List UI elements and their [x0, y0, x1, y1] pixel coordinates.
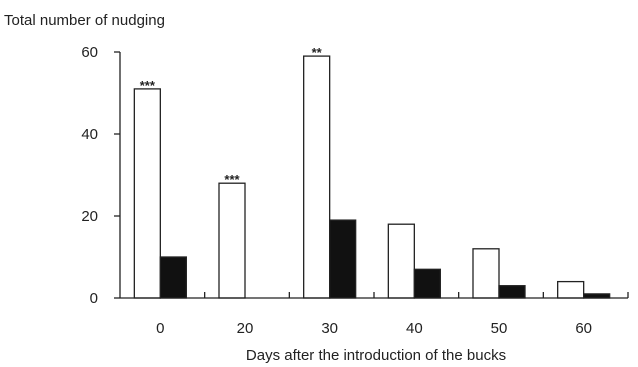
bar-open-20 [218, 182, 246, 299]
bar-filled-0 [159, 256, 187, 299]
bars [133, 55, 611, 299]
bar-filled-30 [329, 219, 357, 299]
bar-open-50 [472, 248, 500, 299]
bar-open-60 [557, 280, 585, 299]
bar-filled-40 [413, 268, 441, 299]
significance-markers: ******** [140, 45, 323, 187]
significance-marker: *** [140, 78, 156, 93]
bar-open-0 [133, 88, 161, 299]
y-tick-label: 40 [81, 126, 98, 143]
x-axis-label: Days after the introduction of the bucks [246, 347, 506, 364]
x-tick-label: 20 [237, 320, 254, 337]
y-tick-label: 0 [90, 290, 98, 307]
x-tick-label: 0 [156, 320, 164, 337]
significance-marker: ** [312, 45, 323, 60]
significance-marker: *** [224, 172, 240, 187]
bar-filled-50 [498, 285, 526, 299]
y-ticks: 0 20 40 60 [81, 44, 120, 307]
bar-open-40 [387, 223, 415, 299]
x-tick-label: 30 [321, 320, 338, 337]
y-tick-label: 60 [81, 44, 98, 61]
x-tick-label: 60 [575, 320, 592, 337]
y-tick-label: 20 [81, 208, 98, 225]
bar-open-30 [303, 55, 331, 299]
x-ticks: 0 20 30 40 50 60 [156, 292, 629, 337]
y-axis-label: Total number of nudging [4, 12, 165, 29]
x-tick-label: 50 [491, 320, 508, 337]
x-tick-label: 40 [406, 320, 423, 337]
